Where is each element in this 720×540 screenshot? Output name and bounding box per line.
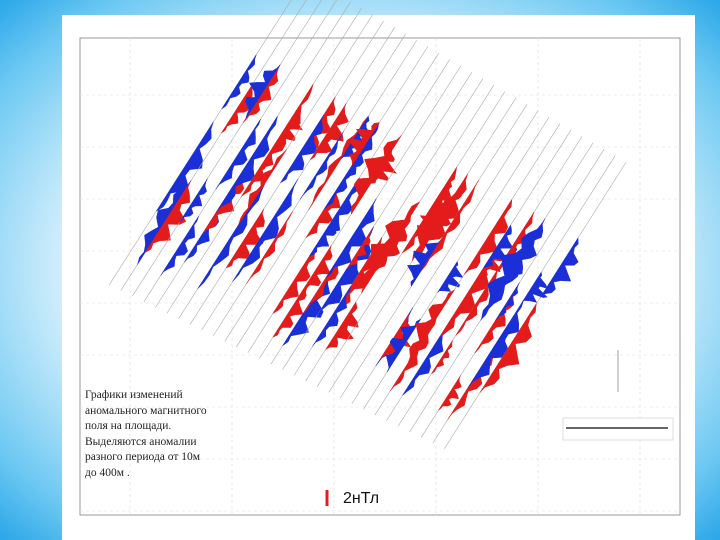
anomaly-graph [245,64,281,119]
anomaly-graph [312,285,352,347]
anomaly-graph [238,148,288,225]
anomaly-graph [349,122,380,166]
anomaly-graph [385,318,422,373]
anomaly-graph [215,116,278,213]
caption-line: до 400м . [85,466,130,479]
anomaly-graph [346,229,372,270]
survey-line [282,72,473,370]
anomaly-graph [431,340,453,374]
anomaly-graph [280,114,324,183]
anomaly-graph [215,118,261,190]
anomaly-graph [467,299,524,388]
caption-line: Выделяются аномалии [85,435,197,448]
caption-line: аномального магнитного [85,404,207,417]
anomaly-graph [439,246,498,337]
anomaly-graph [438,375,462,411]
anomaly-graph [375,215,411,272]
caption: Графики изменений аномального магнитного п… [85,388,207,481]
anomaly-graph [300,245,333,294]
anomaly-graph [463,199,513,275]
anomaly-graph [144,181,191,253]
anomaly-graph [308,115,369,211]
anomaly-graph [482,224,514,269]
scale-box [562,350,674,441]
anomaly-graph [407,289,455,363]
anomaly-graph [272,246,316,314]
anomaly-graph [156,121,214,212]
anomaly-graph [521,271,549,303]
anomaly-graph [272,106,303,148]
anomaly-graph [179,178,208,223]
anomaly-graph [455,267,500,336]
survey-line [132,0,322,297]
anomaly-graph [160,216,199,276]
panel [62,15,695,540]
anomaly-graph [309,103,349,161]
profiles [108,0,627,450]
anomaly-graph [437,260,464,293]
anomaly-graph [480,235,535,321]
anomaly-graph [246,211,293,285]
anomaly-graph [232,178,299,282]
anomaly-graph [272,284,307,338]
anomaly-graph [323,147,364,210]
caption-line: поля на площади. [85,420,172,432]
anomaly-graph [325,301,359,350]
anomaly-graph [241,138,279,197]
caption-line: разного периода от 10м [85,451,201,463]
anomaly-graph [370,150,398,184]
anomaly-graph [420,180,479,272]
map-frame [79,37,681,516]
anomaly-graph [428,185,462,235]
anomaly-graph [221,82,254,134]
anomaly-graph [428,167,457,213]
anomaly-graph [540,237,579,298]
anomaly-graph [406,239,441,288]
anomaly-graph [221,54,257,110]
anomaly-graph [479,303,537,393]
anomaly-graph [495,282,520,321]
anomaly-graph [299,131,344,200]
caption-line: Графики изменений [85,389,183,401]
legend-label: 2нТл [343,490,380,507]
scale-frame [562,417,674,441]
